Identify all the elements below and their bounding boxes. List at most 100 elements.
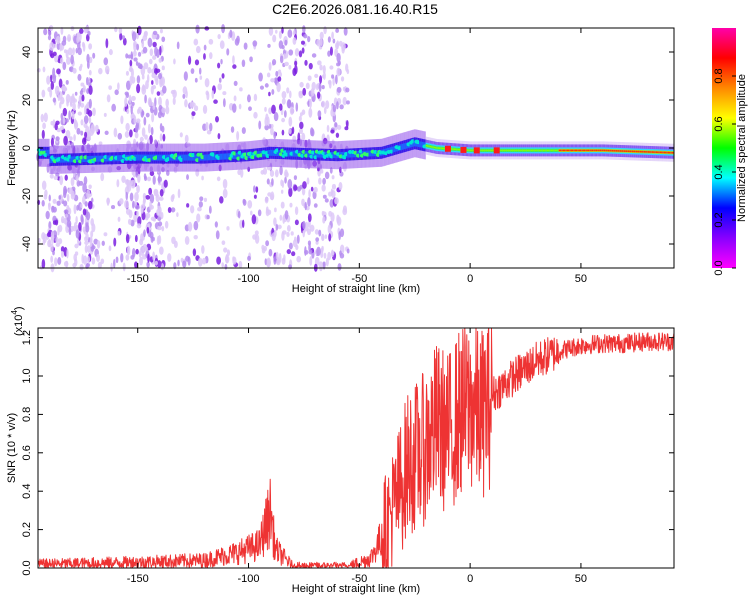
spectrogram-noise-cell <box>122 37 127 46</box>
spectrogram-noise-cell <box>72 102 76 111</box>
spectrogram-band-max <box>629 150 631 153</box>
snr-y-tick-label: 0.8 <box>21 407 33 422</box>
spectrogram-noise-cell <box>313 186 318 193</box>
spectrogram-noise-cell <box>224 254 230 264</box>
spectrogram-band-inner <box>151 154 154 161</box>
spectrogram-noise-cell <box>114 89 119 96</box>
spectrogram-noise-cell <box>252 40 258 47</box>
spectrogram-band-inner <box>223 153 226 160</box>
spectrogram-noise-cell <box>101 240 105 246</box>
spectrogram-band-max <box>453 148 456 151</box>
spectrogram-noise-cell <box>255 186 259 193</box>
spectrogram-noise-cell <box>193 220 199 231</box>
spectrogram-noise-cell <box>63 217 68 225</box>
spectrogram-band-max <box>641 150 643 153</box>
spectrogram-noise-cell <box>124 130 130 138</box>
spectrogram-noise-cell <box>119 198 124 205</box>
spectrogram-noise-cell <box>71 110 75 120</box>
spectrogram-band-inner <box>62 156 65 163</box>
spectrogram-band-max <box>558 149 561 152</box>
colorbar-tick-label: 0.2 <box>713 212 725 227</box>
spectrogram-band-max <box>443 147 445 150</box>
spectrogram-band-inner <box>107 155 110 162</box>
spectrogram-band-max <box>550 149 553 152</box>
spectrogram-noise-cell <box>105 38 109 49</box>
spectrogram-noise-cell <box>85 76 89 86</box>
spectrogram-band-max <box>425 144 428 147</box>
spectrogram-noise-cell <box>295 102 299 112</box>
spectrogram-x-tick-label: -150 <box>127 273 149 285</box>
spectrogram-noise-cell <box>199 75 203 80</box>
spectrogram-noise-cell <box>217 133 221 140</box>
spectrogram-noise-cell <box>55 136 60 142</box>
spectrogram-band-max <box>452 148 454 150</box>
spectrogram-band-inner <box>175 154 178 161</box>
spectrogram-band-max <box>485 149 487 152</box>
spectrogram-noise-cell <box>49 173 54 179</box>
spectrogram-band-max <box>570 149 573 152</box>
spectrogram-noise-cell <box>190 205 195 214</box>
spectrogram-noise-cell <box>43 28 48 36</box>
spectrogram-band-inner <box>195 154 198 161</box>
spectrogram-noise-cell <box>82 42 86 52</box>
spectrogram-noise-cell <box>271 104 276 114</box>
spectrogram-noise-cell <box>316 246 321 257</box>
spectrogram-noise-cell <box>57 94 61 102</box>
spectrogram-noise-cell <box>129 75 133 86</box>
spectrogram-noise-cell <box>301 47 305 54</box>
spectrogram-band-max <box>520 149 522 152</box>
spectrogram-noise-cell <box>72 67 77 74</box>
spectrogram-noise-cell <box>307 213 312 223</box>
spectrogram-noise-cell <box>286 231 290 237</box>
spectrogram-noise-cell <box>208 205 212 214</box>
spectrogram-band-max <box>590 149 593 152</box>
spectrogram-band-max <box>522 149 525 152</box>
spectrogram-noise-cell <box>239 87 243 92</box>
spectrogram-noise-cell <box>87 245 91 253</box>
spectrogram-noise-cell <box>100 172 105 182</box>
spectrogram-noise-cell <box>136 43 140 51</box>
spectrogram-noise-cell <box>140 233 144 243</box>
spectrogram-noise-cell <box>319 64 323 71</box>
spectrogram-noise-cell <box>300 40 305 45</box>
spectrogram-noise-cell <box>45 210 50 220</box>
spectrogram-band-max <box>468 149 470 152</box>
spectrogram-band-inner <box>368 150 370 157</box>
spectrogram-noise-cell <box>220 58 223 65</box>
spectrogram-noise-cell <box>54 85 60 96</box>
spectrogram-noise-cell <box>146 226 150 234</box>
spectrogram-noise-cell <box>144 215 149 221</box>
spectrogram-noise-cell <box>62 61 67 71</box>
spectrogram-noise-cell <box>284 171 289 178</box>
snr-x-axis-title: Height of straight line (km) <box>292 583 420 595</box>
spectrogram-band-max <box>569 149 571 152</box>
spectrogram-noise-cell <box>55 242 60 247</box>
spectrogram-noise-cell <box>61 218 65 224</box>
spectrogram-band-max <box>671 151 674 154</box>
spectrogram-noise-cell <box>125 122 130 132</box>
spectrogram-noise-cell <box>240 168 244 178</box>
snr-y-tick-label: 1.2 <box>21 330 33 345</box>
spectrogram-noise-cell <box>275 223 279 231</box>
spectrogram-noise-cell <box>79 28 84 34</box>
spectrogram-noise-cell <box>268 91 271 97</box>
spectrogram-noise-cell <box>221 240 226 246</box>
spectrogram-noise-cell <box>50 230 54 241</box>
snr-frame <box>37 327 675 569</box>
spectrogram-noise-cell <box>221 23 226 34</box>
spectrogram-noise-cell <box>86 255 91 264</box>
spectrogram-noise-cell <box>136 118 141 124</box>
spectrogram-noise-cell <box>47 34 52 41</box>
spectrogram-noise-cell <box>78 221 82 232</box>
spectrogram-band-max <box>657 151 659 154</box>
spectrogram-noise-cell <box>197 207 202 212</box>
spectrogram-noise-cell <box>331 183 337 190</box>
spectrogram-noise-cell <box>275 251 279 260</box>
spectrogram-noise-cell <box>122 262 126 272</box>
spectrogram-band-inner <box>405 142 408 149</box>
spectrogram-noise-cell <box>197 257 203 267</box>
colorbar: 0.0 0.2 0.4 0.6 0.8 Normalized spectral ampl… <box>712 28 748 276</box>
spectrogram-noise-cell <box>298 50 303 58</box>
spectrogram-noise-cell <box>134 131 139 139</box>
spectrogram-band-inner <box>158 154 160 161</box>
